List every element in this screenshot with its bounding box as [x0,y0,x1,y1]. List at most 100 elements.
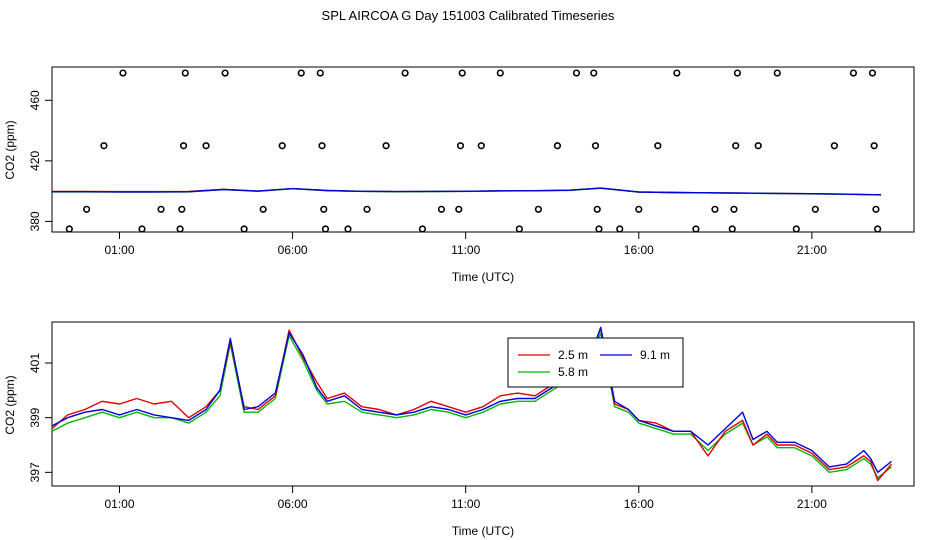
calibration-point [868,69,877,77]
calibration-point [477,142,485,150]
calibration-point [179,142,188,150]
calibration-point [830,142,838,150]
top-x-tick-label: 01:00 [104,243,134,257]
calibration-point [616,225,624,233]
calibration-point [870,142,878,150]
page-title: SPL AIRCOA G Day 151003 Calibrated Times… [321,8,615,23]
calibration-point [344,225,352,233]
calibration-point [496,69,504,77]
calibration-point [754,142,762,150]
calibration-point [792,225,800,233]
calibration-point [635,205,643,213]
calibration-point [321,225,330,233]
bottom-panel: 01:00 06:00 11:00 16:00 21:00 397 399 401 Time… [3,321,915,538]
calibration-point [119,69,127,77]
top-calibration-points [65,69,882,233]
calibration-point [458,69,466,77]
legend-label-2-5m: 2.5 m [558,348,588,362]
bottom-x-tick-label: 11:00 [451,497,480,511]
top-x-axis-label: Time (UTC) [452,270,514,284]
calibration-point [202,142,210,150]
top-series-line-blue [52,187,882,196]
bottom-x-tick-label: 16:00 [624,497,654,511]
calibration-point [874,225,882,233]
bottom-series-line-5-8-m [51,332,892,479]
calibration-point [711,205,719,213]
bottom-series-line-2-5-m [51,326,893,482]
calibration-point [320,205,328,213]
calibration-point [178,205,186,213]
calibration-point [259,205,267,213]
calibration-point [297,69,305,77]
legend-label-5-8m: 5.8 m [558,365,588,379]
top-y-tick-label: 380 [28,211,42,231]
bottom-x-axis: 01:00 06:00 11:00 16:00 21:00 [104,486,827,511]
bottom-y-tick-label: 399 [28,407,42,427]
top-x-tick-label: 21:00 [797,243,827,257]
calibration-point [240,225,248,233]
calibration-point [692,225,700,233]
calibration-point [181,69,189,77]
calibration-point [773,69,781,77]
calibration-point [100,142,108,150]
calibration-point [728,225,736,233]
calibration-point [456,142,465,150]
top-plot-frame [51,66,915,233]
bottom-x-tick-label: 06:00 [278,497,308,511]
calibration-point [515,225,523,233]
top-x-tick-label: 11:00 [451,243,480,257]
calibration-point [316,69,324,77]
calibration-point [872,205,880,213]
bottom-series-line-9-1-m [51,326,892,473]
calibration-point [83,205,91,213]
calibration-point [437,205,446,213]
top-y-axis-label: CO2 (ppm) [3,120,17,179]
calibration-point [157,205,165,213]
calibration-point [733,69,742,77]
bottom-x-tick-label: 21:00 [797,497,827,511]
calibration-point [278,142,286,150]
bottom-y-tick-label: 401 [28,353,42,373]
calibration-point [595,225,603,233]
calibration-point [553,142,562,150]
top-y-tick-label: 460 [28,90,42,110]
bottom-y-axis: 397 399 401 [28,353,52,482]
top-y-tick-label: 420 [28,151,42,171]
top-panel: 01:00 06:00 11:00 16:00 21:00 380 420 460 Time… [3,66,915,284]
bottom-x-tick-label: 01:00 [104,497,134,511]
bottom-series-lines [51,326,893,482]
calibration-point [455,205,463,213]
bottom-x-axis-label: Time (UTC) [452,524,514,538]
top-x-tick-label: 16:00 [624,243,654,257]
calibration-point [849,69,858,77]
bottom-y-tick-label: 397 [28,462,42,482]
calibration-point [401,69,409,77]
legend-box [507,337,684,388]
calibration-point [382,142,390,150]
calibration-point [593,205,601,213]
top-y-axis: 380 420 460 [28,90,52,231]
calibration-point [138,225,146,233]
calibration-point [591,142,600,150]
calibration-point [811,205,819,213]
legend-label-9-1m: 9.1 m [640,348,670,362]
calibration-point [732,142,740,150]
top-series-lines [52,187,882,196]
calibration-point [221,69,229,77]
bottom-plot-frame [51,321,915,487]
top-x-axis: 01:00 06:00 11:00 16:00 21:00 [104,232,827,257]
calibration-point [654,142,662,150]
calibration-point [590,69,598,77]
legend: 2.5 m 9.1 m 5.8 m [507,337,684,388]
calibration-point [572,69,581,77]
calibration-point [730,205,738,213]
calibration-point [65,225,73,233]
top-x-tick-label: 06:00 [278,243,308,257]
bottom-y-axis-label: CO2 (ppm) [3,375,17,434]
calibration-point [534,205,542,213]
calibration-point [418,225,427,233]
calibration-point [176,225,184,233]
calibration-point [363,205,371,213]
calibration-point [318,142,326,150]
